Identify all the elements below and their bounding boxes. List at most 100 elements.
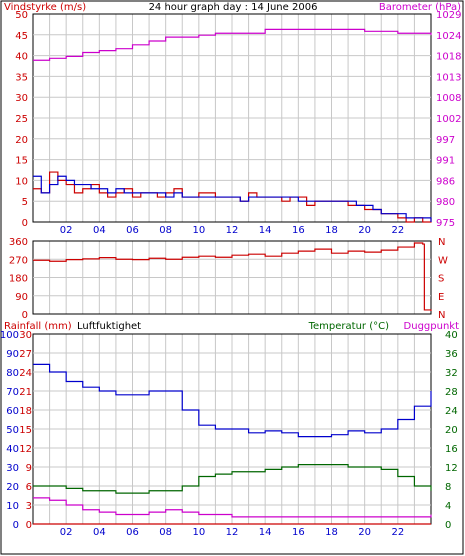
y-right-tick-label: 1013	[436, 72, 461, 83]
x-tick-label: 08	[159, 527, 172, 538]
x-tick-label: 14	[259, 225, 272, 236]
y-left-tick-label: 360	[9, 237, 28, 248]
y-humidity-tick-label: 100	[0, 330, 19, 341]
dewpoint-axis-title: Duggpunkt	[404, 321, 460, 332]
y-right-tick-label: 980	[436, 197, 455, 208]
y-right-tick-label: 975	[436, 218, 455, 229]
y-rain-tick-label: 9	[26, 463, 32, 474]
y-left-tick-label: 0	[22, 310, 28, 321]
x-tick-label: 16	[292, 527, 305, 538]
y-right-tick-label: 1029	[436, 10, 461, 21]
y-humidity-tick-label: 0	[13, 520, 19, 531]
y-temperature-tick-label: 36	[445, 349, 458, 360]
y-rain-tick-label: 18	[19, 406, 32, 417]
y-left-tick-label: 20	[15, 135, 28, 146]
y-left-tick-label: 0	[22, 218, 28, 229]
x-tick-label: 02	[60, 225, 73, 236]
x-tick-label: 18	[325, 225, 338, 236]
x-tick-label: 06	[126, 225, 139, 236]
y-temperature-tick-label: 32	[445, 368, 458, 379]
compass-tick-label: W	[438, 255, 448, 266]
compass-tick-label: N	[438, 310, 445, 321]
wind-direction-series-line	[33, 242, 432, 311]
y-temperature-tick-label: 40	[445, 330, 458, 341]
x-tick-label: 02	[60, 527, 73, 538]
x-tick-label: 18	[325, 527, 338, 538]
x-tick-label: 04	[93, 527, 106, 538]
y-rain-tick-label: 21	[19, 387, 32, 398]
y-left-tick-label: 10	[15, 176, 28, 187]
y-left-tick-label: 50	[15, 10, 28, 21]
y-left-tick-label: 25	[15, 114, 28, 125]
y-humidity-tick-label: 10	[6, 501, 19, 512]
rain-axis-title: Rainfall (mm)	[4, 321, 72, 332]
y-right-tick-label: 991	[436, 156, 455, 167]
chart-title: 24 hour graph day : 14 June 2006	[149, 2, 318, 13]
y-left-tick-label: 180	[9, 274, 28, 285]
compass-tick-label: S	[438, 274, 444, 285]
y-temperature-tick-label: 0	[445, 520, 451, 531]
x-tick-label: 10	[192, 225, 205, 236]
y-temperature-tick-label: 8	[445, 482, 451, 493]
y-left-tick-label: 35	[15, 72, 28, 83]
temperature-axis-title: Temperatur (°C)	[308, 321, 389, 332]
y-humidity-tick-label: 50	[6, 425, 19, 436]
barometer-series-line	[33, 28, 432, 61]
humidity-series-line	[33, 363, 432, 438]
temperature-series-line	[33, 464, 432, 494]
y-rain-tick-label: 24	[19, 368, 32, 379]
y-temperature-tick-label: 4	[445, 501, 451, 512]
y-humidity-tick-label: 40	[6, 444, 19, 455]
y-right-tick-label: 1024	[436, 31, 461, 42]
y-humidity-tick-label: 80	[6, 368, 19, 379]
y-left-tick-label: 30	[15, 93, 28, 104]
y-temperature-tick-label: 24	[445, 406, 458, 417]
y-rain-tick-label: 12	[19, 444, 32, 455]
y-temperature-tick-label: 12	[445, 463, 458, 474]
x-tick-label: 08	[159, 225, 172, 236]
y-humidity-tick-label: 20	[6, 482, 19, 493]
y-rain-tick-label: 0	[26, 520, 32, 531]
x-tick-label: 06	[126, 527, 139, 538]
y-humidity-tick-label: 70	[6, 387, 19, 398]
compass-tick-label: N	[438, 237, 445, 248]
y-temperature-tick-label: 20	[445, 425, 458, 436]
humidity-axis-title: Luftfuktighet	[77, 321, 141, 332]
x-tick-label: 12	[226, 225, 239, 236]
y-left-tick-label: 45	[15, 31, 28, 42]
y-right-tick-label: 1008	[436, 93, 461, 104]
x-tick-label: 16	[292, 225, 305, 236]
y-rain-tick-label: 27	[19, 349, 32, 360]
y-humidity-tick-label: 30	[6, 463, 19, 474]
y-left-tick-label: 40	[15, 52, 28, 63]
x-tick-label: 12	[226, 527, 239, 538]
x-tick-label: 20	[358, 527, 371, 538]
y-left-axis-title: Vindstyrke (m/s)	[4, 2, 86, 13]
y-humidity-tick-label: 90	[6, 349, 19, 360]
wind-average-series-line	[33, 175, 432, 222]
x-tick-label: 22	[391, 527, 404, 538]
y-rain-tick-label: 15	[19, 425, 32, 436]
x-tick-label: 20	[358, 225, 371, 236]
y-right-tick-label: 986	[436, 176, 455, 187]
y-right-axis-title: Barometer (hPa)	[379, 2, 461, 13]
x-tick-label: 22	[391, 225, 404, 236]
y-right-tick-label: 997	[436, 135, 455, 146]
x-tick-label: 04	[93, 225, 106, 236]
y-rain-tick-label: 3	[26, 501, 32, 512]
y-rain-tick-label: 30	[19, 330, 32, 341]
y-temperature-tick-label: 28	[445, 387, 458, 398]
y-left-tick-label: 90	[15, 292, 28, 303]
y-right-tick-label: 1002	[436, 114, 461, 125]
chart-marks-layer: 0510152025303540455097598098699199710021…	[0, 2, 461, 538]
dewpoint-series-line	[33, 497, 432, 518]
y-left-tick-label: 270	[9, 255, 28, 266]
x-tick-label: 10	[192, 527, 205, 538]
x-tick-label: 14	[259, 527, 272, 538]
y-right-tick-label: 1018	[436, 52, 461, 63]
y-left-tick-label: 15	[15, 156, 28, 167]
compass-tick-label: E	[438, 292, 444, 303]
